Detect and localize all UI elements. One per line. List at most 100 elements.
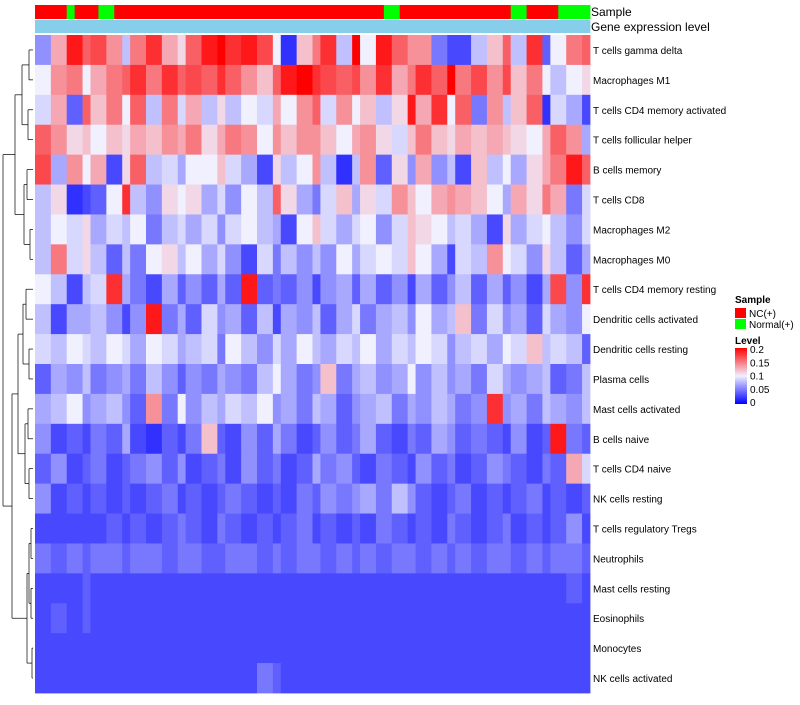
heatmap-cell [542,214,551,245]
heatmap-cell [502,35,512,66]
heatmap-cell [249,364,258,395]
heatmap-cell [185,124,194,156]
heatmap-cell [320,154,329,185]
heatmap-cell [161,244,171,275]
heatmap-cell [50,244,60,275]
heatmap-cell [209,244,218,275]
heatmap-cell [161,423,171,455]
heatmap-cell [486,184,496,215]
heatmap-cell [146,513,155,544]
heatmap-cell [272,334,282,365]
heatmap-cell [288,64,298,96]
heatmap-cell [518,483,527,514]
heatmap-cell [336,663,345,694]
row-label: NK cells activated [593,674,672,685]
sample-annotation-cell [114,5,123,19]
heatmap-cell [566,35,575,66]
expression-annotation-cell [439,20,448,33]
sample-annotation-cell [328,5,337,19]
heatmap-cell [304,124,313,156]
heatmap-cell [257,573,266,604]
heatmap-cell [368,154,377,185]
heatmap-cell [280,94,290,126]
heatmap-cell [264,184,274,215]
heatmap-cell [320,453,329,485]
heatmap-cell [201,663,210,694]
heatmap-cell [375,64,385,96]
heatmap-cell [66,573,76,604]
heatmap-cell [328,334,337,365]
heatmap-cell [312,214,321,245]
heatmap-cell [486,334,496,365]
heatmap-cell [399,124,409,156]
heatmap-cell [407,513,416,544]
heatmap-cell [106,453,115,485]
heatmap-cell [153,393,163,425]
heatmap-cell [399,543,409,574]
heatmap-cell [391,94,401,126]
heatmap-cell [114,543,123,574]
heatmap-cell [74,304,83,335]
heatmap-cell [550,244,559,275]
heatmap-cell [58,64,68,96]
heatmap-cell [288,603,298,634]
heatmap-cell [58,453,68,485]
heatmap-cell [431,364,440,395]
heatmap-cell [518,304,527,335]
heatmap-cell [225,663,234,694]
expression-annotation-cell [98,20,107,33]
heatmap-cell [82,663,91,694]
heatmap-cell [479,35,488,66]
heatmap-cell [550,633,559,664]
expression-annotation-cell [169,20,179,33]
expression-annotation-cell [296,20,305,33]
heatmap-cell [106,154,115,185]
heatmap-cell [193,64,202,96]
expression-annotation-cell [185,20,194,33]
heatmap-cell [272,94,282,126]
heatmap-cell [455,35,464,66]
heatmap-cell [542,513,551,544]
heatmap-cell [241,573,250,604]
heatmap-cell [98,124,107,156]
heatmap-cell [510,633,520,664]
heatmap-cell [494,274,504,305]
expression-annotation-cell [344,20,353,33]
heatmap-cell [264,334,274,365]
heatmap-cell [494,184,504,215]
heatmap-cell [399,393,409,425]
heatmap-cell [272,483,282,514]
heatmap-cell [566,513,575,544]
heatmap-cell [368,244,377,275]
heatmap-cell [90,663,99,694]
heatmap-cell [502,573,512,604]
expression-annotation-cell [312,20,321,33]
heatmap-cell [502,244,512,275]
heatmap-cell [383,304,393,335]
heatmap-cell [50,393,60,425]
heatmap-cell [502,423,512,455]
heatmap-cell [82,423,91,455]
heatmap-cell [257,124,266,156]
heatmap-cell [138,453,147,485]
heatmap-cell [471,453,480,485]
heatmap-cell [161,214,171,245]
heatmap-cell [423,573,432,604]
heatmap-cell [249,453,258,485]
heatmap-cell [574,364,583,395]
heatmap-cell [185,154,194,185]
heatmap-cell [264,124,274,156]
heatmap-cell [526,513,535,544]
heatmap-cell [272,603,282,634]
row-label: T cells regulatory Tregs [593,525,697,536]
sample-annotation-track [35,5,591,19]
heatmap-cell [336,633,345,664]
heatmap-cell [272,244,282,275]
heatmap-cell [471,214,480,245]
heatmap-cell [50,483,60,514]
heatmap-cell [534,513,543,544]
expression-annotation-cell [526,20,535,33]
heatmap-cell [130,274,139,305]
heatmap-cell [106,64,115,96]
heatmap-cell [352,573,361,604]
